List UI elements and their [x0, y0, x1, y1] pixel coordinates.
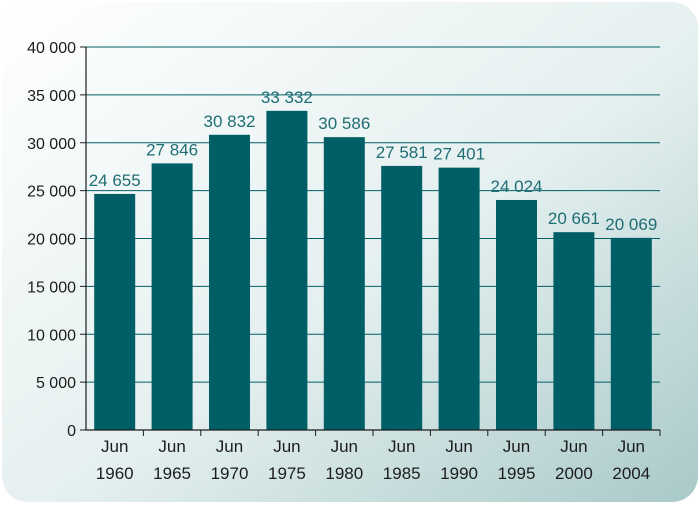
bar: [438, 167, 480, 430]
x-tick-label-month: Jun: [618, 437, 645, 456]
data-label: 24 655: [89, 171, 141, 190]
data-label: 30 832: [204, 112, 256, 131]
y-tick-label: 10 000: [27, 327, 76, 344]
x-tick-label-month: Jun: [560, 437, 587, 456]
x-tick-label-month: Jun: [503, 437, 530, 456]
y-tick-label: 35 000: [27, 88, 76, 105]
y-tick-label: 25 000: [27, 184, 76, 201]
data-label: 20 661: [548, 209, 600, 228]
data-label: 24 024: [491, 177, 543, 196]
bar: [381, 165, 423, 430]
bar: [553, 232, 595, 430]
bar: [496, 199, 537, 430]
bar: [610, 237, 652, 430]
x-tick-label-month: Jun: [101, 437, 128, 456]
y-tick-label: 15 000: [27, 279, 76, 296]
x-tick-label-month: Jun: [388, 437, 415, 456]
x-tick-label-year: 1980: [325, 464, 363, 483]
bar: [94, 193, 136, 430]
y-tick-label: 30 000: [27, 136, 76, 153]
x-tick-label-month: Jun: [158, 437, 185, 456]
x-tick-label-year: 1960: [96, 464, 134, 483]
data-label: 33 332: [261, 88, 313, 107]
x-tick-label-month: Jun: [445, 437, 472, 456]
y-tick-label: 20 000: [27, 232, 76, 249]
x-tick-label-year: 1985: [383, 464, 421, 483]
x-tick-label-month: Jun: [331, 437, 358, 456]
x-tick-label-year: 1975: [268, 464, 306, 483]
data-label: 27 581: [376, 143, 428, 162]
bars: [94, 110, 652, 431]
bar: [323, 137, 365, 431]
x-tick-label-year: 1995: [498, 464, 536, 483]
x-tick-label-month: Jun: [216, 437, 243, 456]
x-tick-label-year: 2000: [555, 464, 593, 483]
y-tick-label: 0: [67, 423, 76, 440]
y-tick-label: 40 000: [27, 40, 76, 57]
axes: [80, 46, 661, 436]
x-tick-label-year: 1970: [211, 464, 249, 483]
data-label: 20 069: [605, 215, 657, 234]
bar: [209, 134, 250, 430]
data-label: 27 846: [146, 140, 198, 159]
x-tick-label-year: 1990: [440, 464, 478, 483]
bar: [151, 163, 193, 430]
bar: [266, 110, 308, 430]
x-tick-label-year: 2004: [612, 464, 650, 483]
data-label: 27 401: [433, 145, 485, 164]
labels: 0 5 000 10 000 15 000 20 000 25 000 30 000 35 0…: [27, 40, 657, 483]
y-tick-label: 5 000: [36, 375, 76, 392]
x-tick-label-year: 1965: [153, 464, 191, 483]
x-tick-label-month: Jun: [273, 437, 300, 456]
data-label: 30 586: [318, 114, 370, 133]
